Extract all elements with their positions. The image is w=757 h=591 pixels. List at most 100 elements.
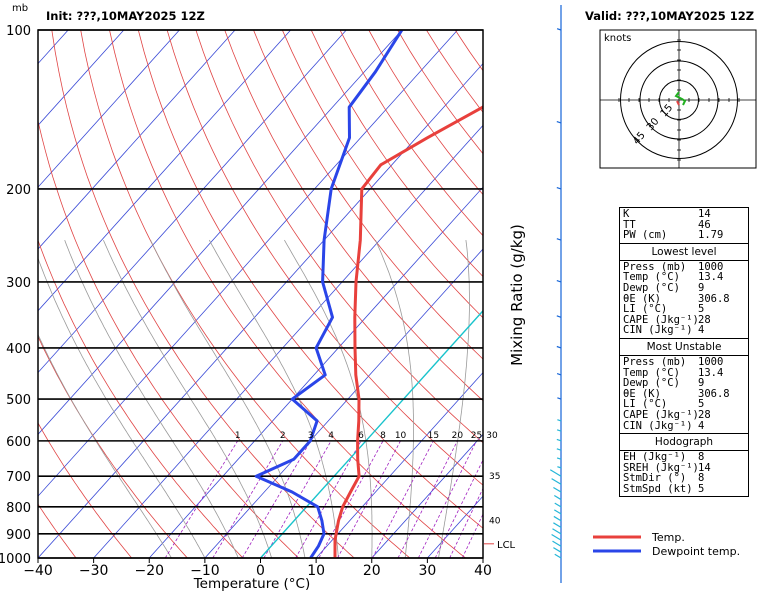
index-key: θE (K) — [623, 293, 661, 305]
index-value: 14 — [698, 208, 711, 220]
index-row: K 14 — [620, 209, 748, 220]
index-value: 4 — [698, 324, 705, 337]
wind-barb — [551, 533, 562, 541]
wind-barb — [557, 466, 562, 469]
hodograph-heading: Hodograph — [620, 433, 748, 452]
pressure-tick-label: 500 — [6, 393, 31, 408]
freezing-isotherm — [259, 309, 483, 558]
x-tick-label: 40 — [474, 563, 492, 579]
pressure-tick-label: 600 — [6, 435, 31, 450]
isotherm-line — [38, 30, 403, 435]
index-key: LI (°C) — [623, 399, 668, 410]
dry-adiabat-line — [38, 239, 244, 558]
mixing-ratio-label: 2 — [280, 431, 286, 441]
index-key: StmDir (°) — [623, 473, 687, 484]
mixing-ratio-line — [212, 440, 284, 558]
moist-adiabat-line — [375, 239, 414, 558]
isotherm-line — [38, 30, 458, 497]
dry-adiabat-line — [224, 30, 483, 402]
wind-barb — [554, 502, 562, 508]
wind-barb — [557, 419, 562, 422]
pressure-tick-label: 100 — [6, 24, 31, 39]
mixing-ratio-labels: 1 2 3 4 6 8 10 15 20 25 30 35 40 LCL — [235, 431, 516, 551]
wind-barb — [552, 540, 562, 547]
x-axis-label: Temperature (°C) — [193, 576, 311, 591]
x-tick-label: 0 — [256, 563, 265, 579]
pressure-tick-label: 1000 — [0, 552, 31, 567]
index-key: StmSpd (kt) — [623, 483, 693, 495]
chart-legend: Temp. Dewpoint temp. — [593, 531, 740, 558]
wind-barb — [556, 373, 562, 376]
isotherm-line — [38, 30, 180, 188]
index-key: LI (°C) — [623, 304, 668, 315]
index-row: PW (cm) 1.79 — [620, 230, 748, 241]
valid-time-label: Valid: ???,10MAY2025 12Z — [585, 9, 754, 23]
index-value: 306.8 — [698, 292, 730, 305]
moist-adiabat-line — [284, 239, 373, 558]
isotherm-line — [38, 62, 483, 558]
isotherm-line — [315, 371, 483, 558]
wind-barb — [556, 279, 562, 283]
index-value: 8 — [698, 472, 705, 485]
wind-barb — [556, 238, 562, 241]
index-key: K — [623, 209, 630, 220]
wind-barb — [556, 448, 562, 451]
index-row: Press (mb) 1000 — [620, 262, 748, 273]
hodograph-trace — [674, 91, 687, 106]
dewpoint-profile — [254, 30, 404, 558]
index-key: EH (Jkg⁻¹) — [623, 452, 687, 463]
index-value: 5 — [698, 303, 705, 316]
mixing-ratio-label: 10 — [395, 431, 407, 441]
mixing-ratio-line — [318, 440, 384, 558]
index-key: PW (cm) — [623, 230, 668, 241]
isotherm-line — [38, 30, 347, 374]
index-row: Temp (°C) 13.4 — [620, 366, 748, 379]
stability-index-panel: K 14 TT 46 PW (cm) 1.79 Lowest level Press (m… — [619, 207, 749, 498]
mixing-ratio-label: 4 — [328, 431, 334, 441]
index-key: SREH (Jkg⁻¹) — [623, 462, 698, 474]
wind-barb — [556, 121, 562, 124]
wind-barb — [553, 522, 562, 528]
pressure-tick-label: 400 — [6, 342, 31, 357]
lcl-label: LCL — [497, 540, 516, 551]
wind-barb — [556, 429, 562, 432]
mixing-ratio-line — [241, 440, 311, 558]
wind-barb — [549, 469, 562, 477]
pressure-unit-label: mb — [12, 3, 28, 14]
index-row: Dewp (°C) 9 — [620, 378, 748, 389]
mixing-ratio-line — [434, 459, 483, 558]
mixing-ratio-line — [372, 440, 434, 558]
index-key: Press (mb) — [623, 356, 687, 368]
mixing-ratio-side-label: 35 — [489, 472, 500, 482]
index-value: 1.79 — [698, 229, 724, 242]
mixing-ratio-line — [164, 440, 239, 558]
wind-barb — [551, 478, 562, 485]
pressure-tick-label: 900 — [6, 528, 31, 543]
index-row: StmDir (°) 8 — [620, 473, 748, 484]
wind-barb — [556, 28, 562, 31]
wind-barb — [553, 495, 562, 501]
mixing-ratio-line — [295, 440, 362, 558]
index-value: 306.8 — [698, 387, 730, 400]
isobars — [38, 29, 483, 559]
init-time-label: Init: ???,10MAY2025 12Z — [46, 9, 205, 23]
moist-adiabat-line — [38, 257, 206, 558]
x-tick-label: 30 — [418, 563, 436, 579]
wind-barb — [556, 438, 562, 442]
index-value: 13.4 — [698, 366, 724, 379]
pressure-tick-label: 800 — [6, 501, 31, 516]
index-key: Temp (°C) — [623, 272, 680, 283]
wind-barb — [557, 397, 562, 400]
mixing-ratio-line — [263, 440, 332, 558]
x-tick-label: 20 — [363, 563, 381, 579]
dry-adiabat-line — [195, 30, 483, 444]
index-key: CAPE (Jkg⁻¹) — [623, 314, 698, 326]
dry-adiabat-line — [51, 30, 355, 558]
index-row: StmSpd (kt) 5 — [620, 484, 748, 495]
isotherm-line — [38, 30, 125, 126]
index-key: TT — [623, 219, 636, 231]
x-tick-label: −10 — [190, 563, 220, 579]
legend-dewp-label: Dewpoint temp. — [652, 545, 740, 558]
legend-temp-label: Temp. — [651, 531, 685, 544]
